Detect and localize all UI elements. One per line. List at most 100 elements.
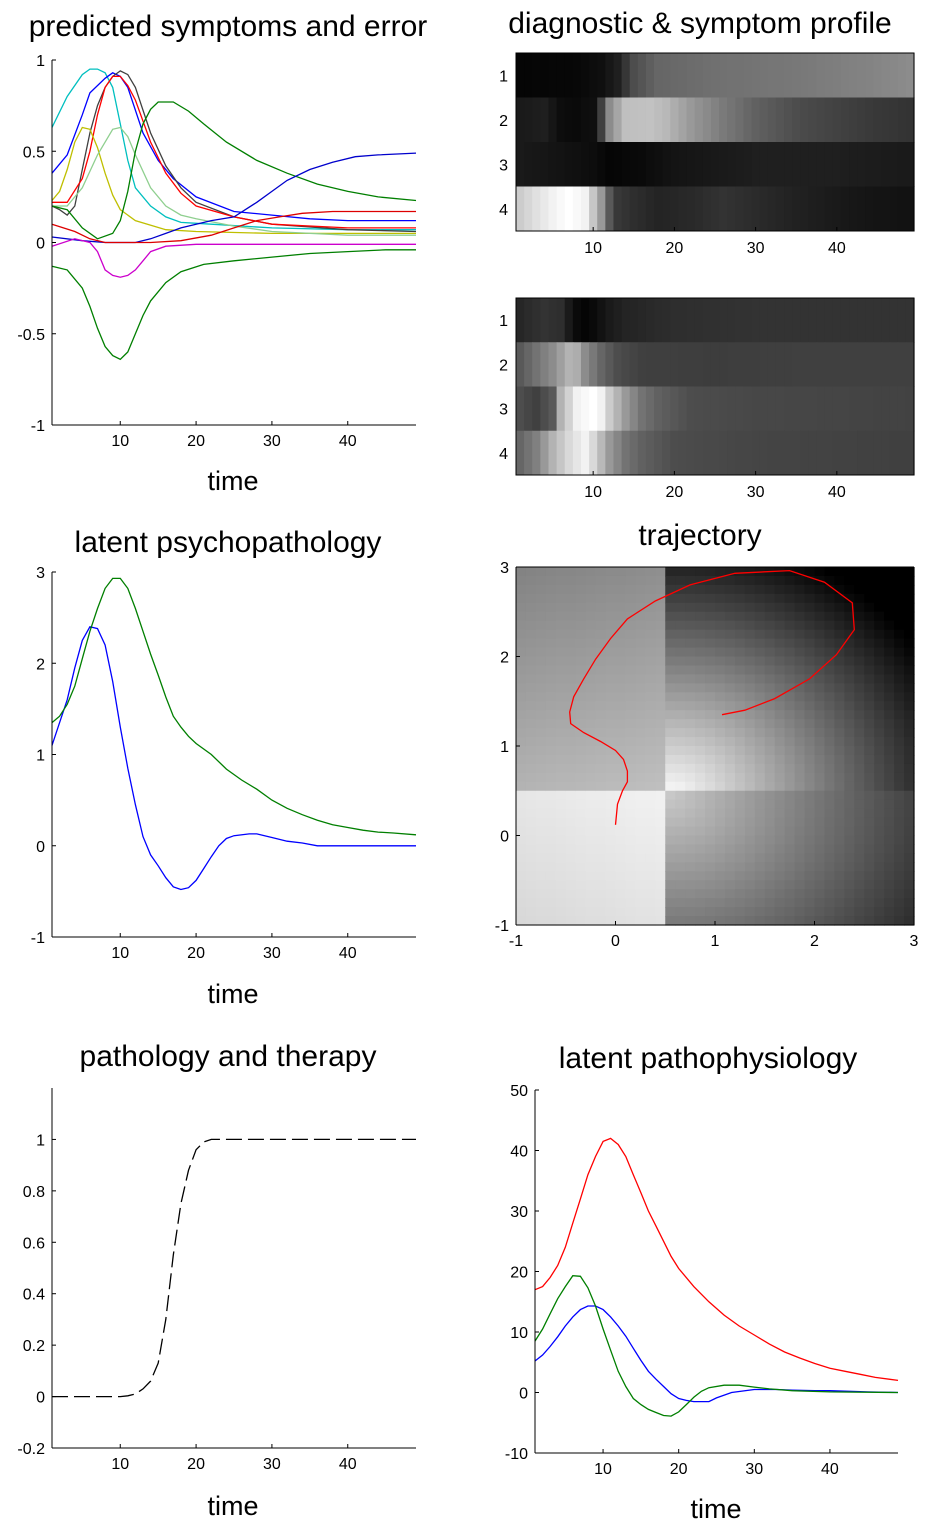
trajectory-bg-cell xyxy=(585,763,597,774)
trajectory-bg-cell xyxy=(794,799,806,810)
trajectory-bg-cell xyxy=(695,737,706,747)
trajectory-bg-cell xyxy=(904,701,915,711)
trajectory-bg-cell xyxy=(605,593,617,604)
trajectory-bg-cell xyxy=(555,763,567,774)
trajectory-bg-cell xyxy=(824,620,835,631)
therapy-panel: pathology and therapy 10 20 30 40-0.200.20.… xyxy=(17,1040,416,1521)
trajectory-bg-cell xyxy=(655,808,666,819)
trajectory-bg-cell xyxy=(744,754,756,765)
y-tick-label: 1 xyxy=(36,53,45,70)
trajectory-bg-cell xyxy=(884,701,895,711)
trajectory-bg-cell xyxy=(794,737,806,747)
trajectory-bg-cell xyxy=(764,880,776,890)
trajectory-bg-cell xyxy=(715,853,726,863)
trajectory-bg-cell xyxy=(525,647,537,658)
trajectory-bg-cell xyxy=(555,889,567,899)
trajectory-bg-cell xyxy=(894,763,905,774)
heat-cell xyxy=(548,186,558,232)
trajectory-bg-cell xyxy=(744,665,756,675)
y-tick-label: 0 xyxy=(36,839,45,856)
trajectory-bg-cell xyxy=(844,584,855,595)
heat-cell xyxy=(735,298,745,343)
trajectory-bg-cell xyxy=(635,799,646,810)
heat-cell xyxy=(824,97,834,143)
trajectory-bg-cell xyxy=(675,593,686,604)
x-tick-label: 10 xyxy=(584,484,602,501)
trajectory-bg-cell xyxy=(575,692,587,702)
trajectory-bg-cell xyxy=(874,692,885,702)
trajectory-bg-cell xyxy=(595,790,607,801)
trajectory-bg-cell xyxy=(834,701,845,711)
heat-cell xyxy=(767,97,777,143)
trajectory-bg-cell xyxy=(525,575,537,586)
trajectory-bg-cell xyxy=(655,817,666,828)
heat-cell xyxy=(719,186,728,232)
trajectory-bg-cell xyxy=(645,665,656,675)
trajectory-bg-cell xyxy=(804,710,816,720)
trajectory-bg-cell xyxy=(516,916,527,926)
trajectory-bg-cell xyxy=(605,889,617,899)
trajectory-bg-cell xyxy=(804,567,816,577)
heat-cell xyxy=(881,386,891,432)
trajectory-bg-cell xyxy=(715,647,726,658)
trajectory-bg-cell xyxy=(585,790,597,801)
heat-cell xyxy=(727,142,736,187)
trajectory-bg-cell xyxy=(874,674,885,684)
heat-cell xyxy=(719,53,728,98)
trajectory-bg-cell xyxy=(844,808,855,819)
trajectory-bg-cell xyxy=(774,862,786,872)
trajectory-bg-cell xyxy=(715,790,726,801)
trajectory-bg-cell xyxy=(734,835,746,846)
trajectory-bg-cell xyxy=(635,862,646,872)
trajectory-bg-cell xyxy=(675,647,686,658)
trajectory-bg-cell xyxy=(854,710,865,720)
trajectory-bg-cell xyxy=(844,611,855,622)
trajectory-bg-cell xyxy=(665,674,676,684)
heat-cell xyxy=(775,53,785,98)
trajectory-bg-cell xyxy=(794,611,806,622)
trajectory-bg-cell xyxy=(744,575,756,586)
heat-cell xyxy=(719,342,728,387)
trajectory-bg-cell xyxy=(794,629,806,640)
trajectory-bg-cell xyxy=(854,620,865,631)
trajectory-bg-cell xyxy=(615,710,627,720)
trajectory-bg-cell xyxy=(884,656,895,667)
trajectory-bg-cell xyxy=(894,567,905,577)
trajectory-bg-cell xyxy=(844,817,855,828)
trajectory-bg-cell xyxy=(894,719,905,729)
x-tick-label: 30 xyxy=(263,433,281,450)
trajectory-bg-cell xyxy=(585,665,597,675)
trajectory-bg-cell xyxy=(894,728,905,738)
heat-cell xyxy=(808,142,818,187)
trajectory-bg-cell xyxy=(794,674,806,684)
trajectory-bg-cell xyxy=(784,808,796,819)
trajectory-bg-cell xyxy=(535,880,547,890)
heat-cell xyxy=(532,53,541,98)
trajectory-bg-cell xyxy=(824,710,835,720)
trajectory-bg-cell xyxy=(804,656,816,667)
trajectory-bg-cell xyxy=(814,728,826,738)
trajectory-bg-cell xyxy=(884,638,895,649)
trajectory-bg-cell xyxy=(874,567,885,577)
heat-cell xyxy=(645,430,655,476)
trajectory-bg-cell xyxy=(784,754,796,765)
heat-cell xyxy=(516,97,525,143)
trajectory-bg-cell xyxy=(665,584,676,595)
trajectory-bg-cell xyxy=(784,862,796,872)
trajectory-bg-cell xyxy=(774,611,786,622)
heat-cell xyxy=(840,186,850,232)
trajectory-bg-cell xyxy=(565,898,577,908)
trajectory-bg-cell xyxy=(655,835,666,846)
trajectory-bg-cell xyxy=(665,826,676,837)
trajectory-bg-cell xyxy=(874,737,885,747)
heat-cell xyxy=(849,186,858,232)
trajectory-bg-cell xyxy=(874,907,885,917)
heat-cell xyxy=(775,386,785,432)
heat-cell xyxy=(613,142,623,187)
trajectory-bg-cell xyxy=(804,593,816,604)
trajectory-bg-cell xyxy=(675,916,686,926)
trajectory-bg-cell xyxy=(834,754,845,765)
trajectory-bg-cell xyxy=(715,916,726,926)
trajectory-bg-cell xyxy=(774,719,786,729)
trajectory-bg-cell xyxy=(695,665,706,675)
